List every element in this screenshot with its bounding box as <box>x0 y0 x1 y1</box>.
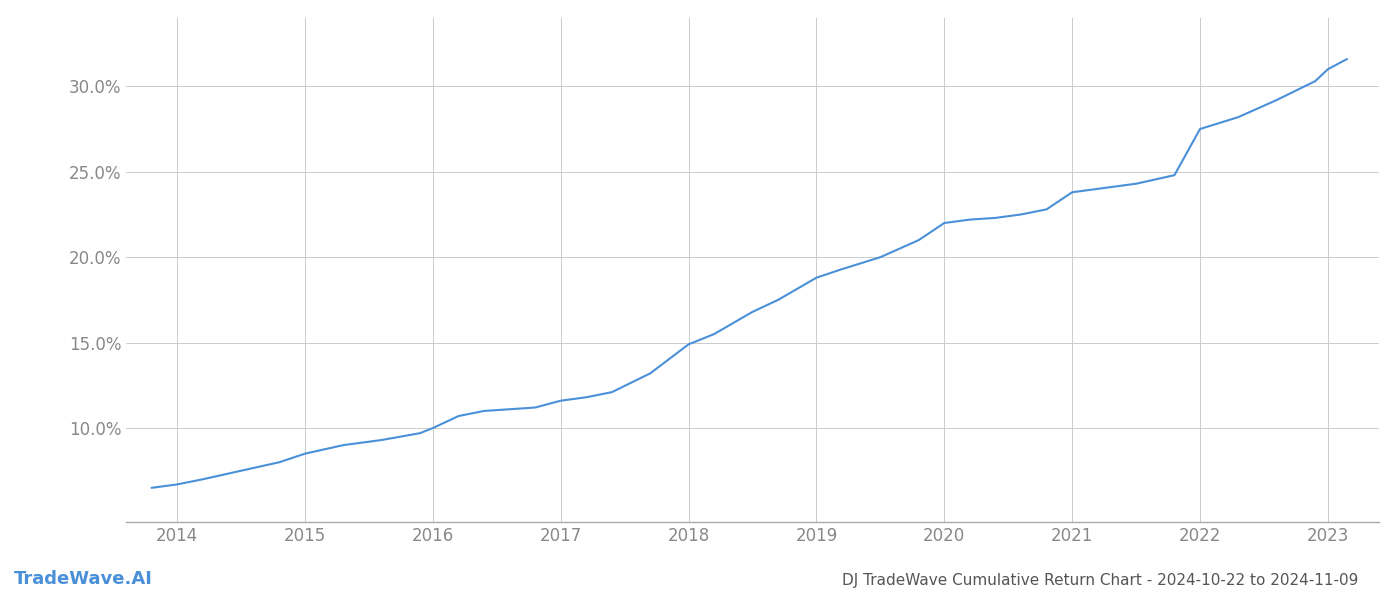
Text: DJ TradeWave Cumulative Return Chart - 2024-10-22 to 2024-11-09: DJ TradeWave Cumulative Return Chart - 2… <box>841 573 1358 588</box>
Text: TradeWave.AI: TradeWave.AI <box>14 570 153 588</box>
